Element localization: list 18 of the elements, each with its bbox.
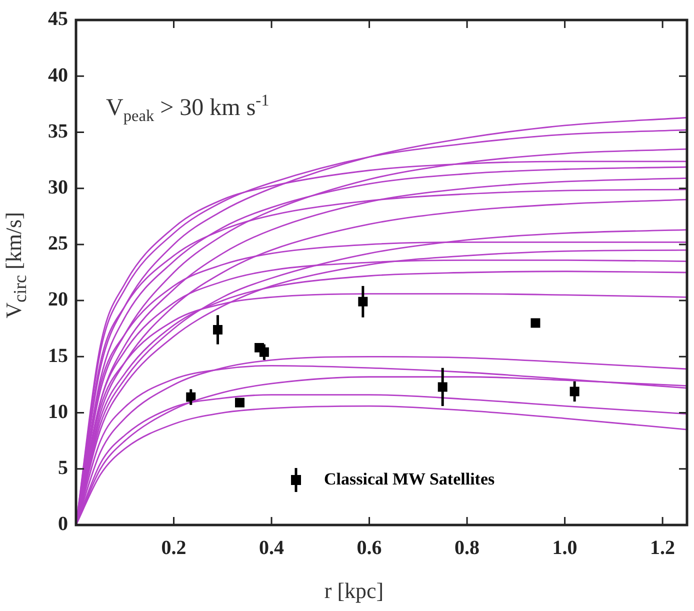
x-tick-label: 0.4	[259, 537, 284, 560]
x-tick-label: 0.6	[356, 537, 382, 560]
y-tick-label: 35	[48, 120, 68, 142]
y-tick-label: 5	[58, 457, 68, 480]
x-tick-label: 0.8	[454, 537, 480, 560]
y-tick-label: 30	[48, 176, 68, 199]
x-tick-label: 1.2	[650, 537, 676, 560]
y-tick-label: 20	[48, 288, 68, 311]
y-tick-label: 15	[48, 344, 68, 367]
y-tick-label: 25	[48, 232, 68, 255]
y-tick-label: 10	[48, 400, 68, 423]
y-tick-label: 40	[48, 64, 68, 86]
x-tick-label: 0.2	[161, 537, 186, 560]
x-tick-label: 1.0	[552, 537, 578, 560]
legend-label: Classical MW Satellites	[324, 469, 495, 488]
x-axis-title: r [kpc]	[323, 578, 385, 604]
y-tick-label: 45	[48, 8, 68, 30]
y-tick-label: 0	[58, 513, 68, 536]
